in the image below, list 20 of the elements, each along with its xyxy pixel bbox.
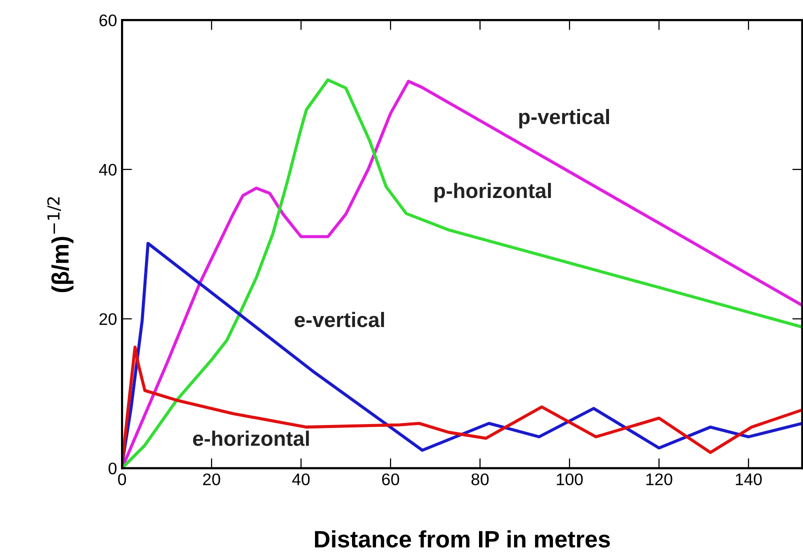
x-tick-label: 140 (736, 473, 762, 486)
series-label: e-horizontal (193, 430, 309, 446)
x-axis-title: Distance from IP in metres (314, 530, 610, 548)
series-label: e-vertical (294, 312, 384, 328)
line-series (122, 242, 802, 466)
series-label: p-vertical (519, 108, 609, 128)
x-tick-label: 0 (118, 473, 126, 486)
y-tick-label: 60 (100, 14, 117, 26)
x-tick-label: 100 (556, 473, 583, 486)
line-series (122, 346, 802, 466)
series-label: p-horizontal (434, 182, 551, 202)
y-tick-label: 40 (99, 164, 117, 176)
y-tick-label: 0 (108, 462, 117, 474)
x-tick-label: 80 (471, 473, 489, 486)
x-tick-label: 60 (382, 473, 400, 486)
x-tick-label: 40 (292, 473, 310, 486)
x-tick-label: 120 (646, 473, 672, 486)
x-tick-label: 20 (203, 473, 220, 486)
y-axis-title: (β/m)$^{−1/2}$ (47, 197, 74, 292)
y-tick-label: 20 (99, 313, 117, 326)
